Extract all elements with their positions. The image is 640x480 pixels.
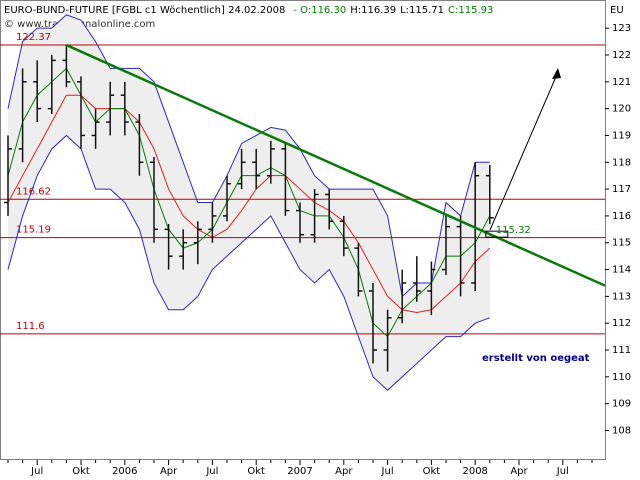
x-tick-label: Jul [556, 466, 569, 477]
y-tick-label: 108 [612, 425, 631, 436]
y-tick-label: 121 [612, 77, 631, 88]
x-tick-label: Okt [72, 466, 90, 477]
annotation: erstellt von oegeat [482, 353, 590, 364]
y-tick-label: 114 [612, 265, 631, 276]
x-tick-label: 2007 [287, 466, 312, 477]
y-tick-label: 117 [612, 184, 631, 195]
plot-frame [0, 0, 606, 460]
band-area [8, 14, 490, 391]
y-tick-label: 119 [612, 130, 631, 141]
price-box [485, 230, 509, 238]
axis-name: EU [610, 5, 624, 16]
chart-title: EURO-BUND-FUTURE [FGBL c1 Wöchentlich] 2… [4, 5, 285, 16]
indicator-line [7, 14, 490, 298]
level-label: 116.62 [16, 186, 51, 197]
level-label: 115.19 [16, 225, 51, 236]
arrow-head [552, 68, 561, 79]
y-tick-label: 109 [612, 399, 631, 410]
x-tick-label: Jul [30, 466, 43, 477]
y-tick-label: 122 [612, 50, 631, 61]
y-tick-label: 110 [612, 372, 631, 383]
x-tick-label: Okt [423, 466, 441, 477]
x-tick-label: 2008 [462, 466, 487, 477]
level-label: 111.6 [16, 321, 45, 332]
x-tick-label: Apr [160, 466, 178, 477]
y-tick-label: 111 [612, 345, 631, 356]
indicator-line [7, 134, 490, 391]
x-tick-label: Apr [335, 466, 353, 477]
quote-value: L:115.71 [400, 5, 444, 16]
x-tick-label: Jul [381, 466, 394, 477]
quote-value: C:115.93 [448, 5, 493, 16]
indicator-line [7, 67, 491, 338]
x-tick-label: Apr [510, 466, 528, 477]
price-label: 115.32 [496, 225, 531, 236]
quote-value: H:116.39 [350, 5, 396, 16]
y-tick-label: 116 [612, 211, 631, 222]
trendline [65, 43, 606, 287]
indicator-line [7, 94, 491, 313]
x-tick-label: Jul [205, 466, 218, 477]
y-tick-label: 123 [612, 23, 631, 34]
y-tick-label: 112 [612, 318, 631, 329]
x-tick-label: 2006 [112, 466, 137, 477]
y-tick-label: 120 [612, 104, 631, 115]
arrow [489, 71, 559, 231]
y-tick-label: 113 [612, 291, 631, 302]
x-tick-label: Okt [247, 466, 265, 477]
y-tick-label: 118 [612, 157, 631, 168]
level-label: 122.37 [16, 32, 51, 43]
quote-value: - O:116.30 [293, 5, 346, 16]
y-tick-label: 115 [612, 238, 631, 249]
